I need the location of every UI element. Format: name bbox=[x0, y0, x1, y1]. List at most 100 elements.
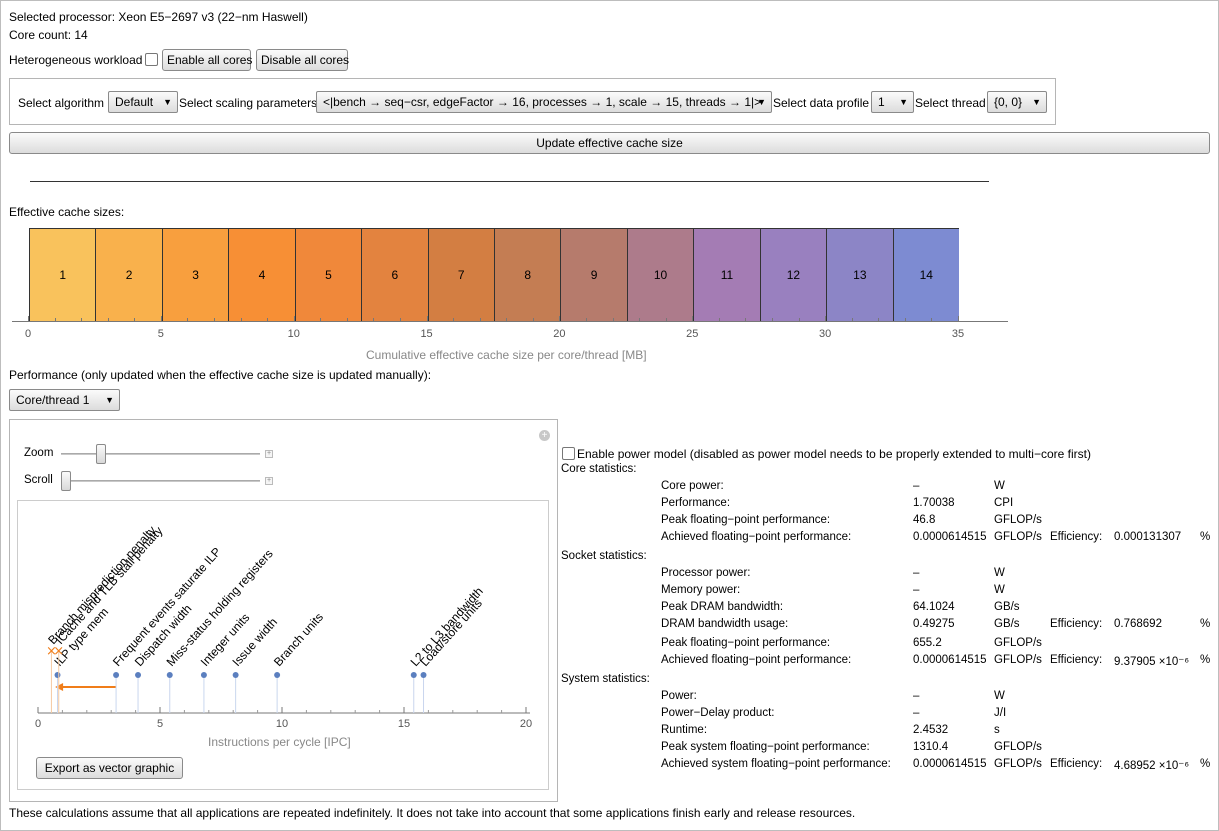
stat-value: – bbox=[913, 567, 920, 579]
scroll-slider-thumb[interactable] bbox=[61, 471, 71, 491]
stat-value: 0.0000614515 bbox=[913, 531, 987, 543]
cache-axis-minor-tick bbox=[665, 318, 667, 322]
data-profile-select[interactable]: 1 ▼ bbox=[871, 91, 914, 113]
scroll-slider-track[interactable] bbox=[61, 480, 260, 482]
cache-axis-minor-tick bbox=[267, 318, 269, 322]
cache-axis-tick bbox=[160, 316, 162, 322]
cache-axis-minor-tick bbox=[240, 318, 242, 322]
thread-select[interactable]: {0, 0} ▼ bbox=[987, 91, 1047, 113]
cache-tick-label: 5 bbox=[157, 328, 164, 340]
cache-axis-tick bbox=[825, 316, 827, 322]
stat-value: 0.0000614515 bbox=[913, 758, 987, 770]
socket-stat-row: Processor power: – W bbox=[561, 567, 1219, 584]
ipc-point bbox=[54, 672, 61, 678]
core-stat-row: Achieved floating−point performance: 0.00… bbox=[561, 531, 1219, 548]
ipc-axis-label: Instructions per cycle [IPC] bbox=[208, 735, 351, 749]
stat-percent: % bbox=[1200, 531, 1211, 543]
ipc-tick-label: 0 bbox=[35, 718, 41, 730]
core-stat-row: Core power: – W bbox=[561, 480, 1219, 497]
cache-bar: 1 2 3 4 5 6 7 8 9 10 11 12 13 14 bbox=[29, 228, 959, 321]
cache-axis-tick bbox=[958, 316, 959, 322]
cache-segment-8: 8 bbox=[494, 229, 561, 321]
stat-value: – bbox=[913, 690, 920, 702]
stat-unit: GFLOP/s bbox=[994, 758, 1042, 770]
socket-stat-row: Peak floating−point performance: 655.2 GFL… bbox=[561, 637, 1219, 654]
stat-efficiency-label: Efficiency: bbox=[1050, 618, 1103, 630]
cache-axis-minor-tick bbox=[453, 318, 455, 322]
cache-axis-tick bbox=[293, 316, 295, 322]
data-profile-label: Select data profile bbox=[773, 96, 870, 110]
stat-name: Achieved floating−point performance: bbox=[661, 654, 852, 666]
stat-value: 2.4532 bbox=[913, 724, 949, 736]
cache-axis-minor-tick bbox=[506, 318, 508, 322]
stat-unit: W bbox=[994, 480, 1005, 492]
core-thread-select[interactable]: Core/thread 1 ▼ bbox=[9, 389, 120, 411]
scaling-label: Select scaling parameters bbox=[179, 96, 318, 110]
stat-name: Peak DRAM bandwidth: bbox=[661, 601, 784, 613]
stat-name: Core power: bbox=[661, 480, 724, 492]
ipc-point bbox=[274, 672, 281, 678]
cache-segment-4: 4 bbox=[228, 229, 295, 321]
scroll-expand-icon[interactable]: + bbox=[265, 477, 273, 485]
data-profile-value: 1 bbox=[878, 95, 885, 109]
cache-axis-minor-tick bbox=[107, 318, 109, 322]
cache-axis-tick bbox=[559, 316, 561, 322]
socket-statistics-title: Socket statistics: bbox=[561, 550, 647, 562]
ipc-point bbox=[420, 672, 427, 678]
stat-value: 1310.4 bbox=[913, 741, 949, 753]
zoom-label: Zoom bbox=[24, 447, 54, 459]
cache-axis-tick bbox=[28, 316, 29, 322]
enable-all-cores-button[interactable]: Enable all cores bbox=[162, 49, 252, 71]
thread-value: {0, 0} bbox=[994, 95, 1023, 109]
performance-title: Performance (only updated when the effec… bbox=[9, 368, 432, 382]
cache-axis-minor-tick bbox=[931, 318, 933, 322]
algorithm-select[interactable]: Default ▼ bbox=[108, 91, 178, 113]
scaling-parameters-select[interactable]: <|bench → seq−csr, edgeFactor → 16, proc… bbox=[316, 91, 772, 113]
cache-tick-label: 35 bbox=[951, 328, 965, 340]
ipc-marker-x: × bbox=[46, 644, 57, 659]
scaling-value: <|bench → seq−csr, edgeFactor → 16, proc… bbox=[323, 95, 762, 109]
cache-axis-minor-tick bbox=[718, 318, 720, 322]
stat-unit: GFLOP/s bbox=[994, 514, 1042, 526]
ipc-tick-label: 15 bbox=[398, 718, 410, 730]
scroll-label: Scroll bbox=[24, 474, 53, 486]
chevron-down-icon: ▼ bbox=[1032, 97, 1041, 107]
cache-axis-minor-tick bbox=[612, 318, 614, 322]
stat-unit: GFLOP/s bbox=[994, 637, 1042, 649]
stat-efficiency-label: Efficiency: bbox=[1050, 654, 1103, 666]
heterogeneous-checkbox[interactable] bbox=[145, 53, 158, 66]
stat-value: – bbox=[913, 480, 920, 492]
cache-segment-12: 12 bbox=[759, 229, 827, 321]
stat-efficiency-value: 0.000131307 bbox=[1114, 531, 1182, 543]
stat-efficiency-value: 4.68952 ×10⁻⁶ bbox=[1114, 760, 1190, 772]
cache-axis-minor-tick bbox=[479, 318, 481, 322]
zoom-slider-thumb[interactable] bbox=[96, 444, 106, 464]
stat-unit: GB/s bbox=[994, 601, 1020, 613]
core-thread-value: Core/thread 1 bbox=[16, 393, 90, 407]
heterogeneous-label: Heterogeneous workload bbox=[9, 53, 143, 67]
thread-label: Select thread bbox=[915, 96, 986, 110]
algorithm-label: Select algorithm bbox=[18, 96, 105, 110]
cache-segment-5: 5 bbox=[294, 229, 362, 321]
power-model-checkbox[interactable] bbox=[562, 447, 575, 460]
stat-name: Performance: bbox=[661, 497, 731, 509]
zoom-slider-track[interactable] bbox=[61, 453, 260, 455]
stat-value: 46.8 bbox=[913, 514, 936, 526]
options-plus-icon[interactable]: + bbox=[539, 430, 550, 441]
chevron-down-icon: ▼ bbox=[757, 97, 766, 107]
core-stat-row: Peak floating−point performance: 46.8 GFLO… bbox=[561, 514, 1219, 531]
cache-segment-2: 2 bbox=[95, 229, 162, 321]
update-cache-size-button[interactable]: Update effective cache size bbox=[9, 132, 1210, 154]
zoom-expand-icon[interactable]: + bbox=[265, 450, 273, 458]
stat-value: 655.2 bbox=[913, 637, 942, 649]
disable-all-cores-button[interactable]: Disable all cores bbox=[256, 49, 349, 71]
cache-axis-minor-tick bbox=[904, 318, 906, 322]
export-vector-button[interactable]: Export as vector graphic bbox=[36, 757, 183, 779]
stat-name: Peak system floating−point performance: bbox=[661, 741, 870, 753]
cache-axis-minor-tick bbox=[532, 318, 534, 322]
cache-axis-tick bbox=[692, 316, 694, 322]
chevron-down-icon: ▼ bbox=[163, 97, 172, 107]
cache-axis-minor-tick bbox=[798, 318, 800, 322]
stat-name: Power−Delay product: bbox=[661, 707, 775, 719]
cache-segment-11: 11 bbox=[693, 229, 760, 321]
